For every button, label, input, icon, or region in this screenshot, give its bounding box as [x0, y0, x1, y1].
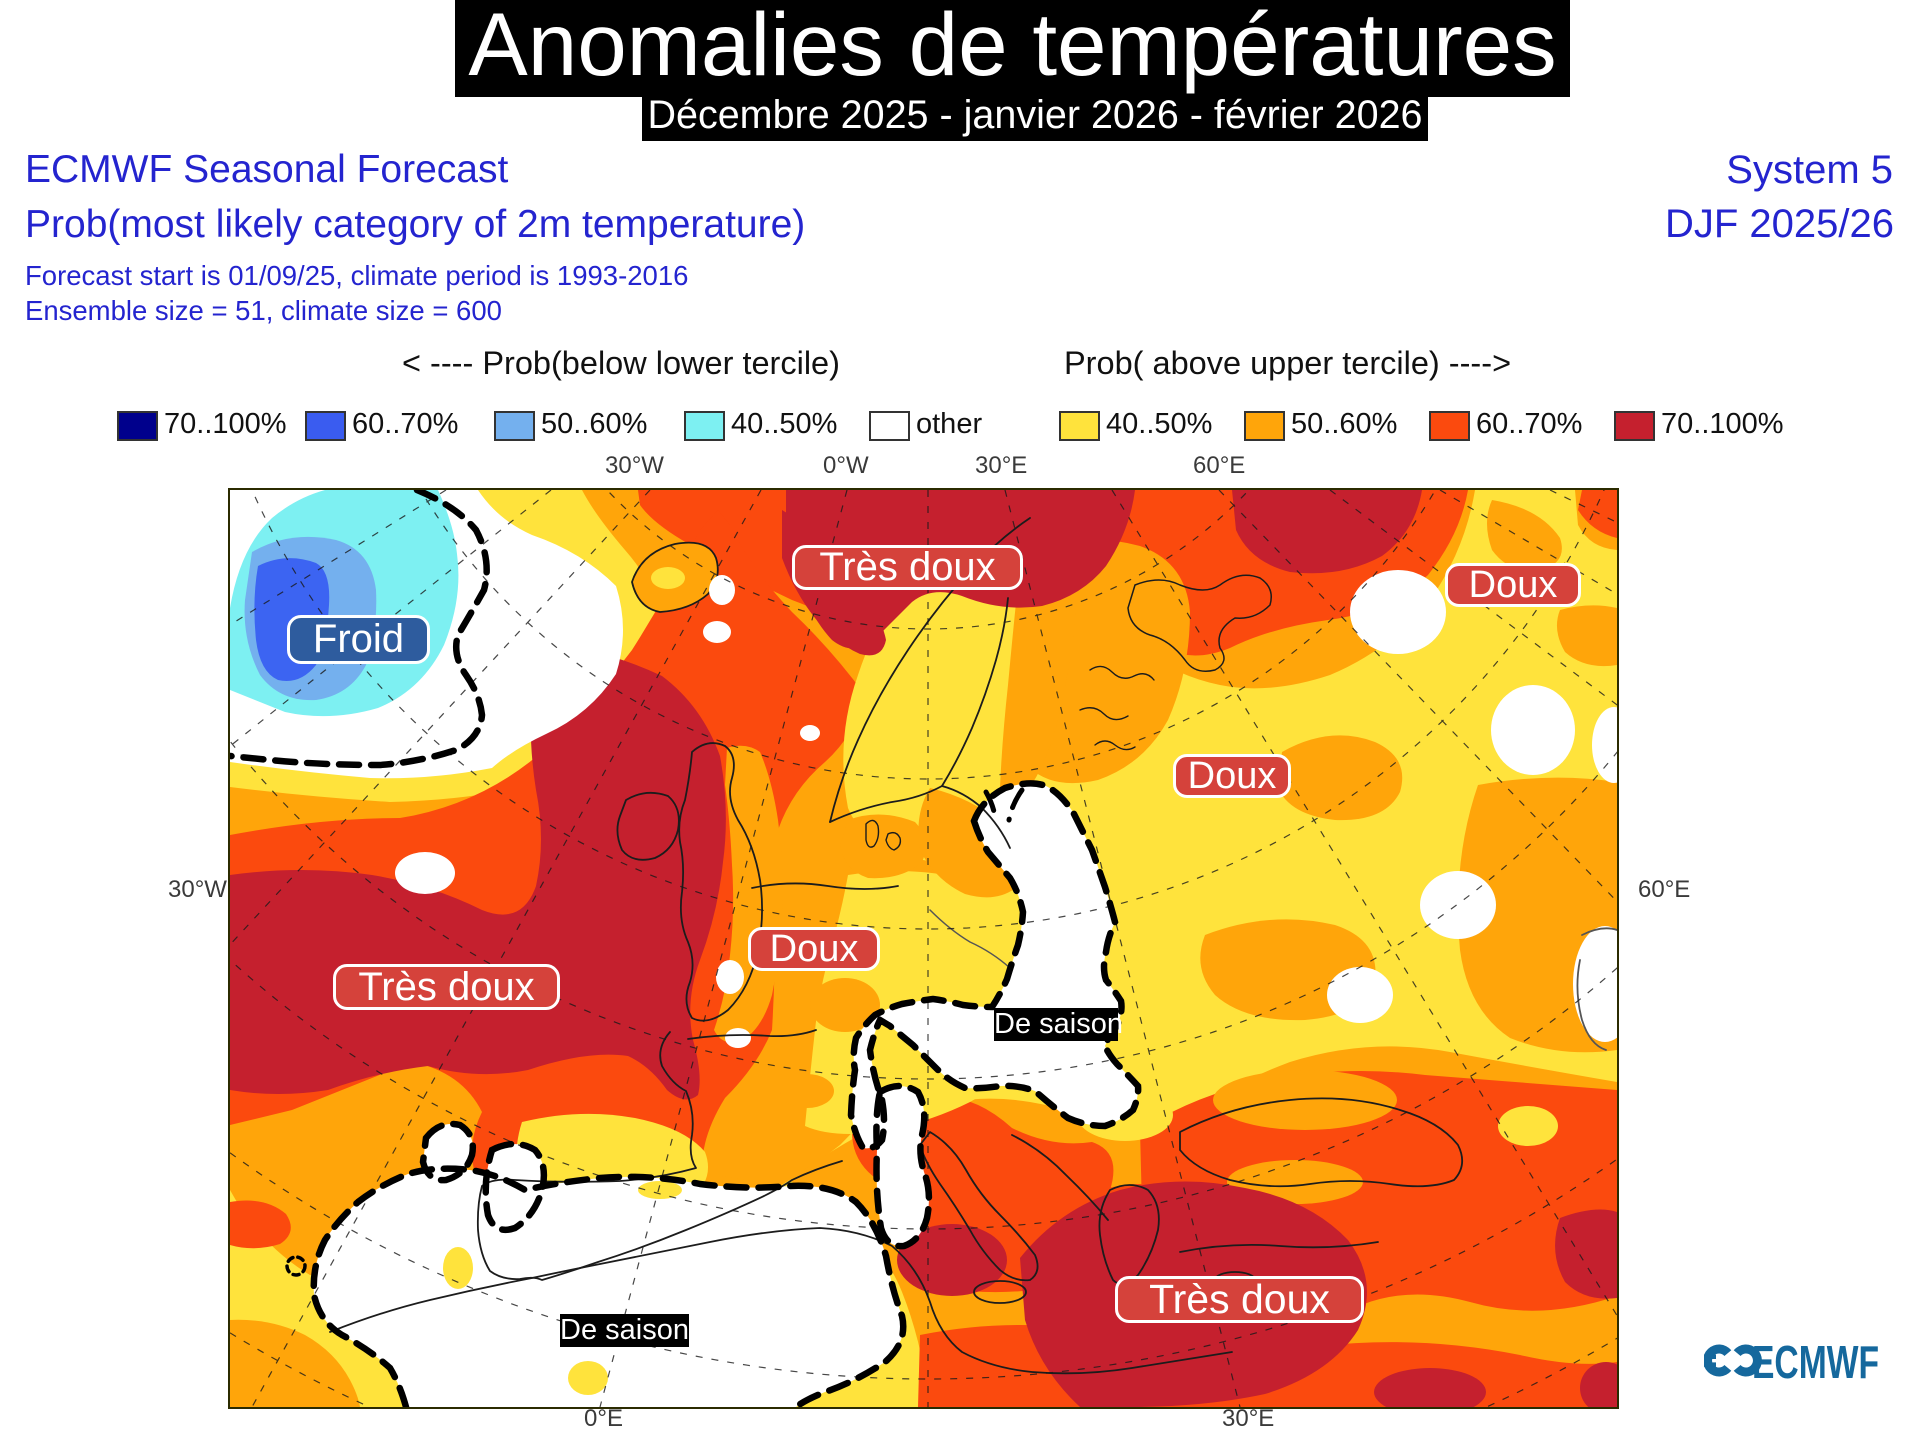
svg-text:ECMWF: ECMWF — [1752, 1341, 1879, 1387]
